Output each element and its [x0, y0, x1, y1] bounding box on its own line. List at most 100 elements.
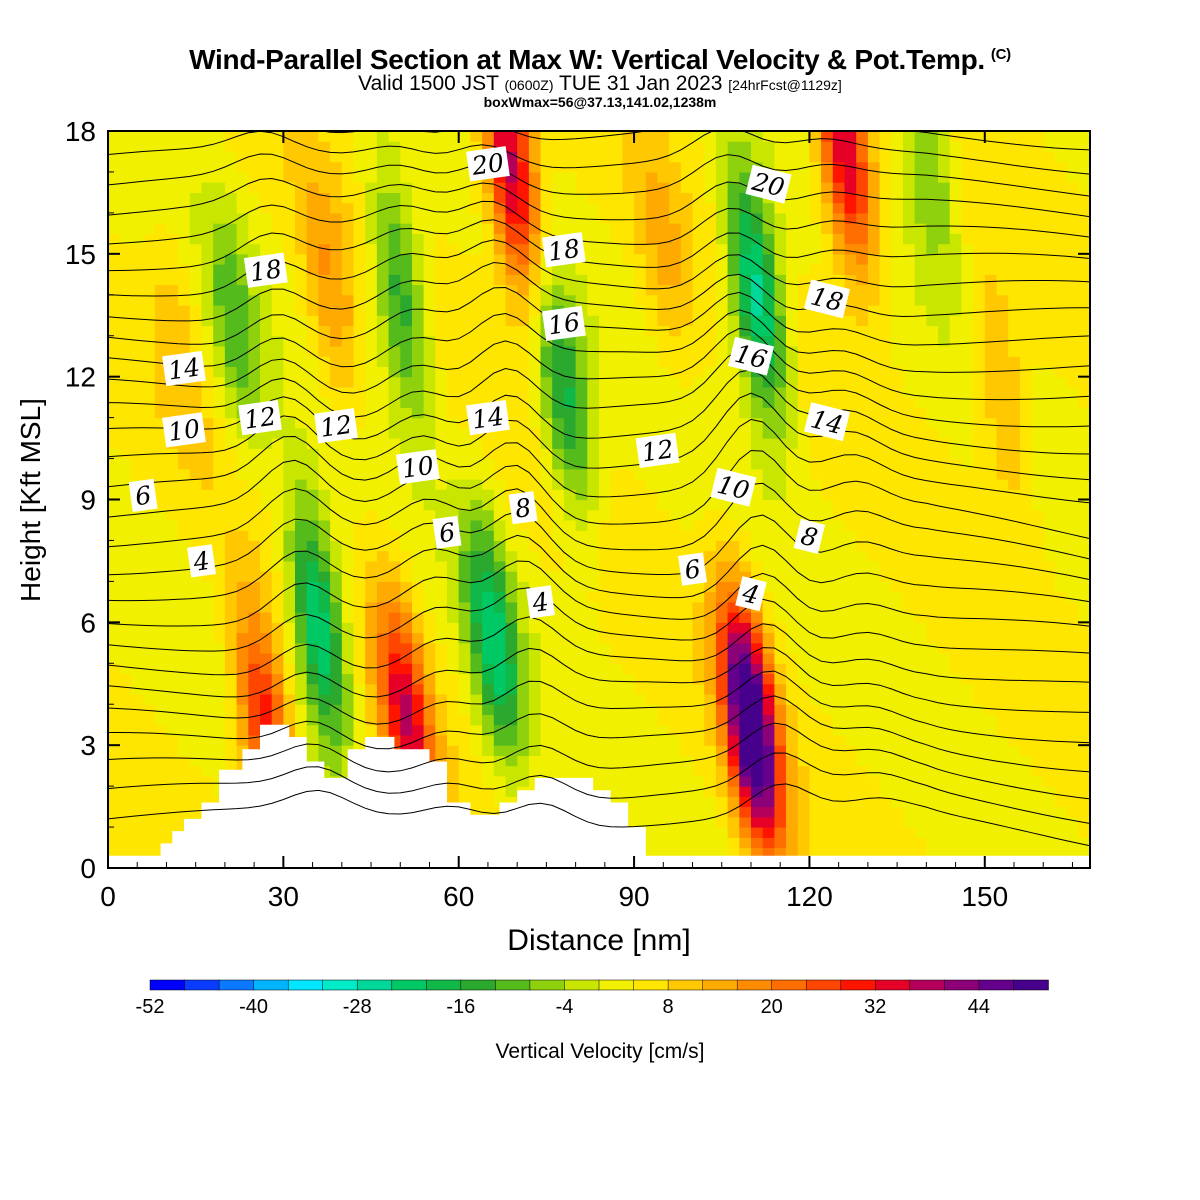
heat-cell	[680, 745, 694, 756]
heat-cell	[318, 182, 331, 193]
heat-cell	[365, 530, 378, 541]
heat-cell	[283, 274, 296, 286]
heat-cell	[528, 530, 542, 541]
heat-cell	[236, 581, 249, 593]
heat-cell	[540, 376, 553, 388]
heat-cell	[482, 591, 495, 603]
heat-cell	[704, 520, 717, 531]
heat-cell	[622, 468, 635, 480]
heat-cell	[914, 827, 927, 838]
heat-cell	[657, 212, 670, 224]
heat-cell	[844, 520, 857, 531]
heat-cell	[248, 663, 261, 675]
heat-cell	[236, 591, 249, 603]
heat-cell	[131, 581, 144, 593]
heat-cell	[540, 734, 553, 746]
heat-cell	[458, 571, 471, 582]
heat-cell	[704, 141, 717, 152]
heat-cell	[867, 612, 881, 623]
heat-cell	[856, 837, 869, 849]
heat-cell	[528, 131, 542, 142]
heat-cell	[762, 530, 775, 541]
heat-cell	[762, 827, 775, 838]
heat-cell	[295, 479, 308, 490]
heat-cell	[762, 417, 775, 429]
heat-cell	[856, 233, 869, 245]
heat-cell	[400, 274, 413, 286]
heat-cell	[178, 407, 191, 419]
heat-cell	[715, 601, 729, 613]
heat-cell	[271, 468, 284, 480]
heat-cell	[505, 274, 518, 286]
heat-cell	[786, 816, 799, 828]
heat-cell	[505, 601, 518, 613]
heat-cell	[400, 632, 413, 644]
heat-cell	[458, 253, 471, 265]
heat-cell	[306, 581, 319, 593]
heat-cell	[447, 499, 460, 511]
heat-cell	[447, 192, 460, 204]
heat-cell	[505, 479, 518, 490]
heat-cell	[715, 612, 729, 623]
heat-cell	[879, 612, 892, 623]
heat-cell	[891, 601, 904, 613]
heat-cell	[622, 591, 635, 603]
heat-cell	[552, 151, 565, 163]
heat-cell	[423, 560, 436, 572]
heat-cell	[751, 223, 764, 234]
heat-cell	[493, 581, 507, 593]
heat-cell	[891, 724, 904, 736]
heat-cell	[166, 499, 179, 511]
heat-cell	[271, 663, 284, 675]
heat-cell	[213, 397, 226, 408]
heat-cell	[599, 653, 612, 664]
heat-cell	[341, 479, 355, 490]
heat-cell	[341, 673, 355, 685]
heat-cell	[715, 346, 729, 357]
heat-cell	[727, 131, 740, 142]
heat-cell	[739, 305, 752, 316]
heat-cell	[891, 284, 904, 296]
heat-cell	[832, 683, 846, 695]
heat-cell	[856, 192, 869, 204]
heat-cell	[669, 499, 682, 511]
heat-cell	[528, 540, 542, 552]
heat-cell	[493, 724, 507, 736]
heat-cell	[470, 335, 483, 347]
heat-cell	[306, 683, 319, 695]
heat-cell	[669, 243, 682, 255]
heat-cell	[201, 530, 214, 541]
heat-cell	[318, 591, 331, 603]
heat-cell	[528, 581, 542, 593]
heat-cell	[201, 346, 214, 357]
heat-cell	[318, 489, 331, 501]
heat-cell	[470, 366, 483, 378]
heat-cell	[809, 131, 822, 142]
heat-cell	[575, 765, 588, 777]
heat-cell	[610, 141, 623, 152]
heat-cell	[879, 131, 892, 142]
heat-cell	[248, 243, 261, 255]
heat-cell	[166, 560, 179, 572]
heat-cell	[330, 458, 343, 470]
heat-cell	[634, 775, 647, 787]
heat-cell	[610, 622, 623, 634]
heat-cell	[645, 366, 659, 378]
heat-cell	[821, 571, 834, 582]
heat-cell	[903, 612, 916, 623]
heat-cell	[786, 530, 799, 541]
heat-cell	[903, 264, 916, 275]
heat-cell	[774, 325, 787, 337]
heat-cell	[189, 131, 203, 142]
heat-cell	[727, 253, 740, 265]
heat-cell	[774, 704, 787, 715]
heat-cell	[914, 663, 927, 675]
heat-cell	[680, 632, 694, 644]
heat-cell	[119, 171, 132, 183]
heat-cell	[306, 427, 319, 439]
heat-cell	[739, 438, 752, 449]
heat-cell	[692, 479, 705, 490]
heat-cell	[283, 131, 296, 142]
heat-cell	[563, 734, 577, 746]
heat-cell	[493, 591, 507, 603]
